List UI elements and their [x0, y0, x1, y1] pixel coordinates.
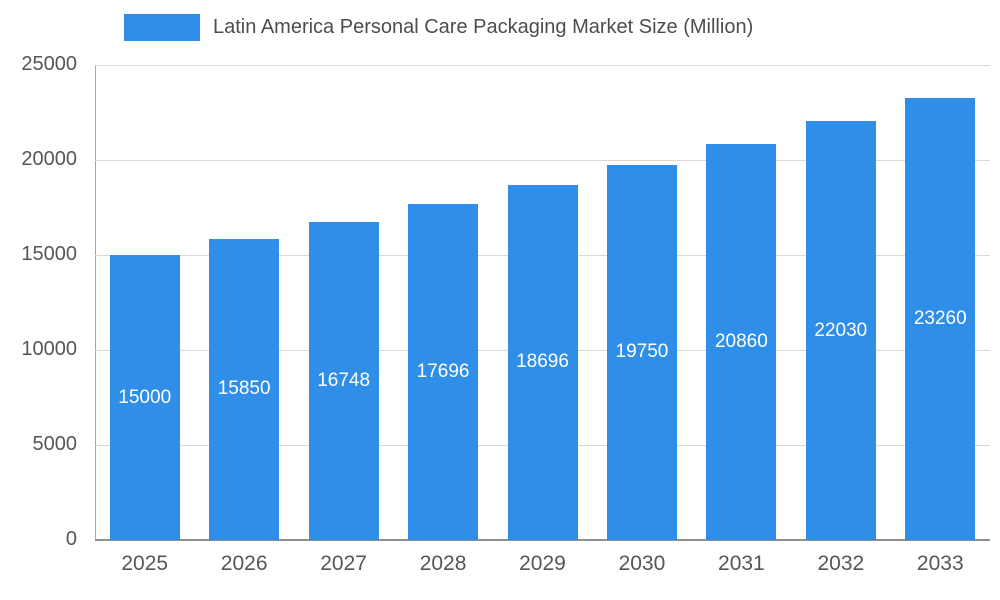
x-tick-label: 2031 — [718, 552, 765, 575]
x-axis: 2025 2026 2027 2028 2029 2030 2031 2032 2033 — [95, 552, 990, 584]
bar: 15850 — [209, 238, 280, 540]
x-tick-label: 2028 — [419, 552, 467, 575]
bar-value-label: 20860 — [714, 330, 768, 352]
bar: 18696 — [507, 184, 578, 540]
plot-area: 15000 15850 16748 17696 18696 19750 20860 22030… — [95, 65, 990, 541]
bar-value-label: 22030 — [814, 319, 868, 341]
bar: 16748 — [308, 221, 379, 540]
gridline — [95, 65, 990, 66]
legend-label: Latin America Personal Care Packaging Ma… — [213, 16, 754, 38]
y-axis: 0 5000 10000 15000 20000 25000 — [0, 53, 85, 550]
bar: 17696 — [408, 203, 479, 540]
bar-value-label: 23260 — [913, 308, 967, 330]
chart-legend: Latin America Personal Care Packaging Ma… — [124, 14, 753, 41]
bar-value-label: 15000 — [118, 386, 172, 408]
x-tick-label: 2032 — [817, 552, 865, 575]
y-tick-label: 5000 — [32, 433, 78, 455]
y-tick-label: 20000 — [21, 148, 77, 170]
x-tick-label: 2030 — [618, 552, 666, 575]
x-tick-label: 2029 — [519, 552, 566, 575]
gridline — [95, 160, 990, 161]
bar: 22030 — [805, 121, 876, 540]
bar: 15000 — [109, 255, 180, 540]
bar-value-label: 16748 — [317, 369, 371, 391]
bar: 19750 — [606, 164, 677, 540]
x-tick-label: 2025 — [121, 552, 169, 575]
bar-value-label: 19750 — [615, 341, 669, 363]
bar: 23260 — [905, 98, 976, 540]
y-tick-label: 10000 — [21, 338, 77, 360]
bar: 20860 — [706, 143, 777, 540]
y-axis-line — [95, 65, 96, 540]
x-tick-label: 2026 — [220, 552, 268, 575]
legend-color-swatch — [124, 14, 200, 41]
bar-value-label: 17696 — [416, 360, 470, 382]
x-axis-line — [95, 539, 990, 541]
y-tick-label: 15000 — [21, 243, 77, 265]
bar-value-label: 18696 — [516, 351, 569, 373]
bar-value-label: 15850 — [217, 378, 271, 400]
y-tick-label: 25000 — [21, 53, 77, 75]
y-tick-label: 0 — [65, 528, 77, 550]
x-tick-label: 2033 — [916, 552, 964, 575]
x-tick-label: 2027 — [320, 552, 367, 575]
